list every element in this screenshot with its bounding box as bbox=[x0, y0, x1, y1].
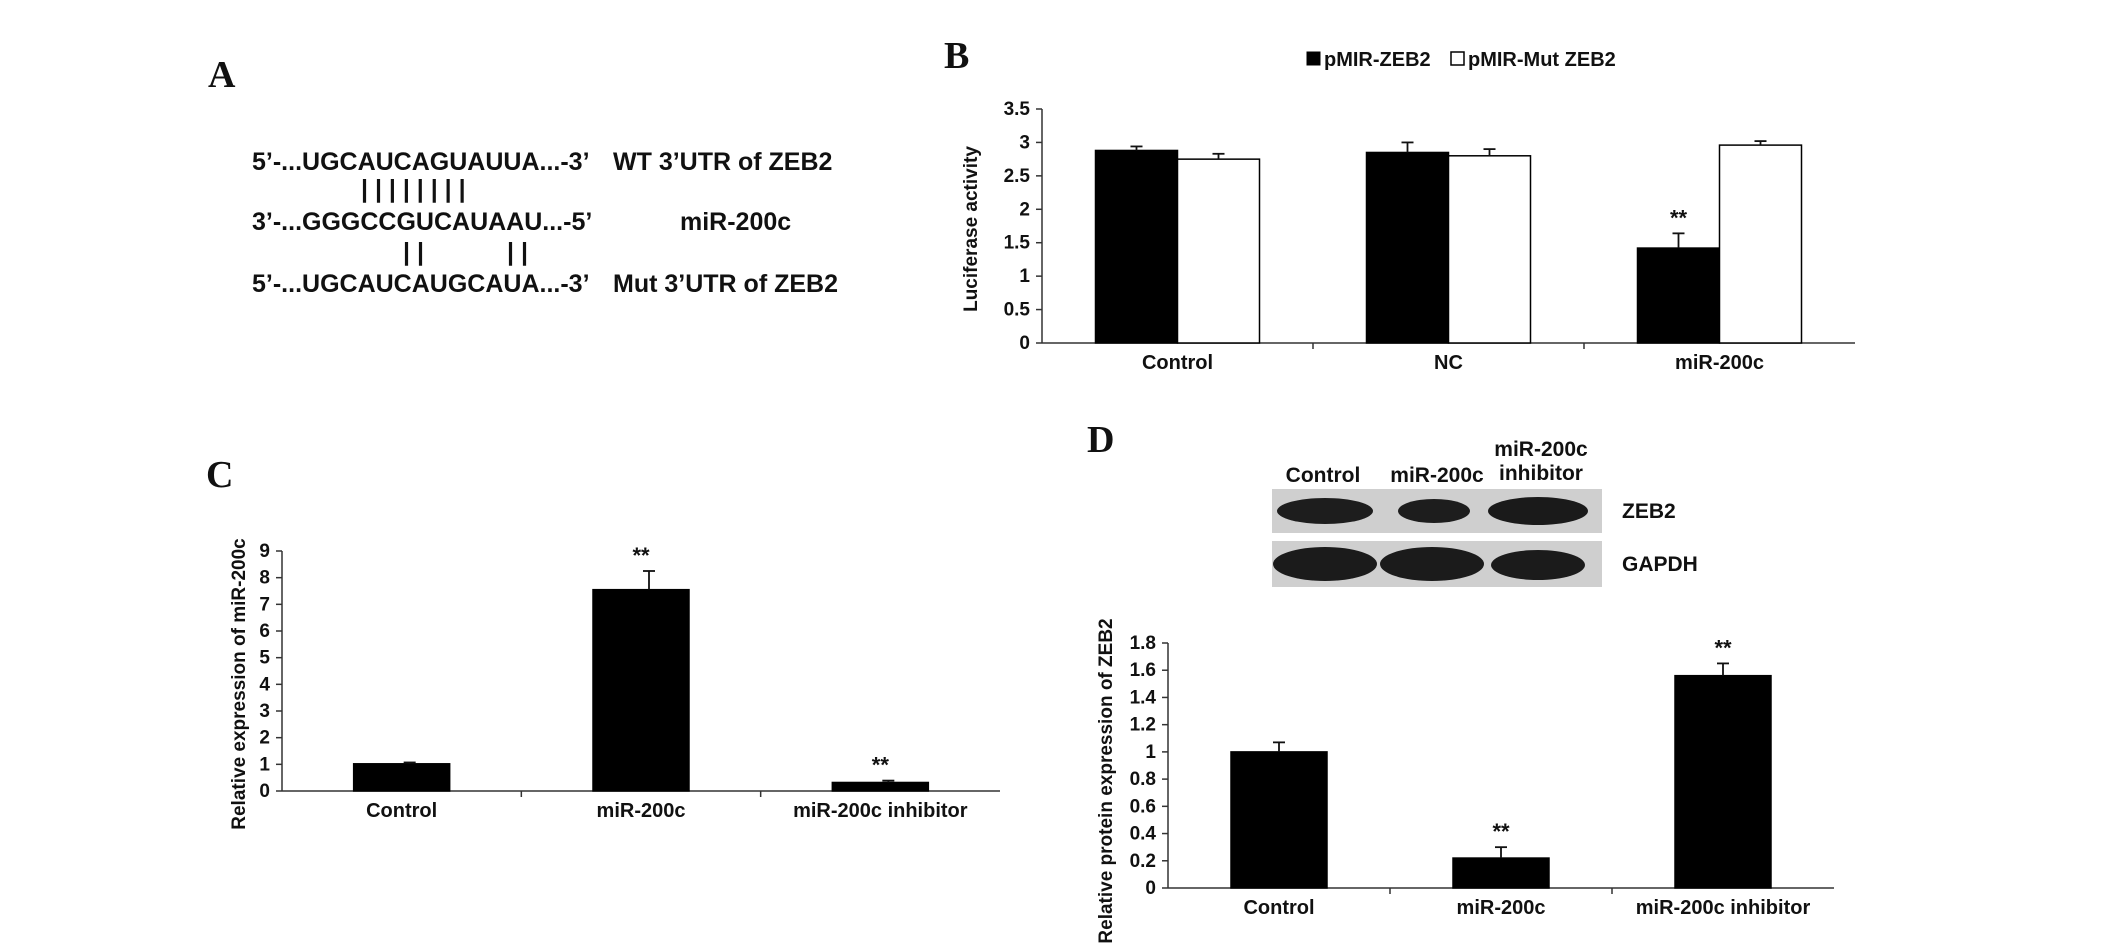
panel-b: B pMIR-ZEB2 pMIR-Mut ZEB2 Luciferase act… bbox=[944, 35, 1855, 374]
pairing-lines-bottom-right: | | bbox=[507, 238, 528, 266]
wt-label: WT 3’UTR of ZEB2 bbox=[613, 148, 832, 176]
legend-label-pmir-mut-zeb2: pMIR-Mut ZEB2 bbox=[1468, 49, 1616, 71]
panel-d-y-tick-label: 0.4 bbox=[1130, 824, 1157, 845]
panel-b-significance-label: ** bbox=[1670, 205, 1688, 230]
panel-c-x-tick-label-mir-200c: miR-200c bbox=[597, 800, 686, 822]
panel-c-letter: C bbox=[206, 454, 233, 496]
panel-c-y-tick-label: 8 bbox=[259, 568, 270, 589]
panel-c-y-axis-title: Relative expression of miR-200c bbox=[229, 538, 250, 830]
panel-c-y-tick-label: 9 bbox=[259, 541, 270, 562]
panel-d-y-axis-title: Relative protein expression of ZEB2 bbox=[1096, 618, 1117, 943]
wt-sequence: 5’-...UGCAUCAGUAUUA...-3’ bbox=[252, 148, 590, 176]
panel-c-y-tick-label: 3 bbox=[259, 701, 270, 722]
blot-band-zeb2-control bbox=[1277, 498, 1373, 524]
panel-c-y-tick-label: 5 bbox=[259, 648, 270, 669]
panel-b-y-tick-label: 2 bbox=[1019, 199, 1030, 220]
panel-b-x-tick-label-control: Control bbox=[1142, 352, 1213, 374]
legend-label-pmir-zeb2: pMIR-ZEB2 bbox=[1324, 49, 1431, 71]
blot-band-gapdh-mir-200c bbox=[1380, 547, 1484, 581]
panel-c-y-tick-label: 6 bbox=[259, 621, 270, 642]
mut-sequence: 5’-...UGCAUCAUGCAUA...-3’ bbox=[252, 270, 590, 298]
panel-c-bar-series-mir-200c-inhibitor bbox=[831, 781, 930, 792]
panel-b-y-axis-title: Luciferase activity bbox=[961, 146, 982, 312]
panel-d-x-tick-label-mir-200c-inhibitor: miR-200c inhibitor bbox=[1636, 897, 1811, 919]
panel-c-y-tick-label: 1 bbox=[259, 754, 270, 775]
legend-swatch-pmir-mut-zeb2 bbox=[1450, 51, 1465, 66]
blot-row-zeb2: ZEB2 bbox=[1622, 500, 1676, 523]
panel-b-bar-pmir-mut-zeb2-control bbox=[1176, 158, 1261, 344]
legend-swatch-pmir-zeb2 bbox=[1306, 51, 1321, 66]
panel-b-x-tick-label-nc: NC bbox=[1434, 352, 1463, 374]
panel-b-y-tick-label: 1.5 bbox=[1004, 233, 1031, 254]
pairing-lines-bottom-left: | | bbox=[403, 238, 424, 266]
panel-c-y-tick-label: 0 bbox=[259, 781, 270, 802]
blot-band-gapdh-inhibitor bbox=[1491, 550, 1585, 580]
panel-d-bar-series-mir-200c-inhibitor bbox=[1674, 674, 1772, 889]
panel-b-bar-pmir-zeb2-nc bbox=[1365, 151, 1450, 344]
panel-d-bar-series-mir-200c bbox=[1452, 857, 1550, 889]
panel-a-letter: A bbox=[208, 54, 236, 96]
panel-c-bar-series-control bbox=[352, 763, 451, 792]
blot-column-mir-200c: miR-200c bbox=[1390, 464, 1484, 487]
blot-column-inhibitor-line1: miR-200c bbox=[1494, 438, 1588, 461]
panel-c-x-tick-label-control: Control bbox=[366, 800, 437, 822]
panel-d-y-tick-label: 1.2 bbox=[1130, 715, 1156, 736]
panel-c-x-tick-label-mir-200c-inhibitor: miR-200c inhibitor bbox=[793, 800, 968, 822]
panel-b-y-tick-label: 1 bbox=[1019, 266, 1030, 287]
panel-b-bar-pmir-mut-zeb2-nc bbox=[1447, 155, 1532, 344]
blot-row-gapdh: GAPDH bbox=[1622, 553, 1698, 576]
blot-band-gapdh-control bbox=[1273, 547, 1377, 581]
panel-d-y-tick-label: 0.6 bbox=[1130, 796, 1156, 817]
panel-b-y-tick-label: 0 bbox=[1019, 333, 1030, 354]
panel-a: A 5’-...UGCAUCAGUAUUA...-3’ WT 3’UTR of … bbox=[208, 54, 838, 298]
panel-d-x-tick-label-mir-200c: miR-200c bbox=[1457, 897, 1546, 919]
mut-label: Mut 3’UTR of ZEB2 bbox=[613, 270, 838, 298]
pairing-lines-top: | | | | | | | | bbox=[361, 175, 466, 203]
panel-b-y-tick-label: 3 bbox=[1019, 132, 1030, 153]
panel-d-y-tick-label: 1.4 bbox=[1130, 687, 1157, 708]
blot-column-inhibitor-line2: inhibitor bbox=[1499, 462, 1583, 485]
panel-d: D Control miR-200c miR-200c inhibitor ZE… bbox=[1087, 419, 1834, 944]
western-blot: Control miR-200c miR-200c inhibitor ZEB2… bbox=[1272, 438, 1698, 587]
panel-d-plot: 0 0.2 0.4 0.6 0.8 1 1.2 1.4 1.6 1.8 Control miR-200… bbox=[1130, 633, 1834, 919]
mir-sequence: 3’-...GGGCCGUCAUAAU...-5’ bbox=[252, 208, 592, 236]
panel-c-plot: 0 1 2 3 4 5 6 7 8 9 Control miR-200c miR-200c inhibi… bbox=[259, 541, 1000, 822]
panel-b-legend: pMIR-ZEB2 pMIR-Mut ZEB2 bbox=[1306, 49, 1616, 71]
panel-c-y-tick-label: 7 bbox=[259, 594, 270, 615]
panel-b-y-tick-label: 2.5 bbox=[1004, 166, 1031, 187]
panel-c-y-tick-label: 2 bbox=[259, 728, 270, 749]
panel-b-bar-pmir-zeb2-control bbox=[1094, 149, 1179, 344]
panel-d-y-tick-label: 0.8 bbox=[1130, 769, 1156, 790]
panel-c-significance-label: ** bbox=[632, 543, 650, 568]
panel-b-bar-pmir-mut-zeb2-mir-200c bbox=[1718, 144, 1803, 344]
panel-d-x-tick-label-control: Control bbox=[1243, 897, 1314, 919]
panel-c-bar-series-mir-200c bbox=[592, 588, 690, 792]
panel-b-letter: B bbox=[944, 35, 969, 77]
panel-d-y-tick-label: 1.6 bbox=[1130, 660, 1156, 681]
blot-band-zeb2-inhibitor bbox=[1488, 497, 1588, 525]
panel-d-y-tick-label: 0.2 bbox=[1130, 851, 1156, 872]
panel-d-bar-series-control bbox=[1230, 751, 1328, 889]
panel-d-y-tick-label: 0 bbox=[1145, 878, 1156, 899]
panel-b-plot: 0 0.5 1 1.5 2 2.5 3 3.5 Control NC miR-200c ** bbox=[1004, 99, 1855, 374]
blot-band-zeb2-mir-200c bbox=[1398, 499, 1470, 523]
panel-d-y-tick-label: 1.8 bbox=[1130, 633, 1156, 654]
blot-column-control: Control bbox=[1286, 464, 1361, 487]
panel-b-y-tick-label: 3.5 bbox=[1004, 99, 1031, 120]
panel-d-significance-label: ** bbox=[1714, 635, 1732, 660]
panel-c-y-tick-label: 4 bbox=[259, 674, 270, 695]
panel-d-significance-label: ** bbox=[1492, 819, 1510, 844]
mir-label: miR-200c bbox=[680, 208, 791, 236]
panel-b-x-tick-label-mir-200c: miR-200c bbox=[1675, 352, 1764, 374]
panel-c-significance-label: ** bbox=[872, 753, 890, 778]
panel-d-y-tick-label: 1 bbox=[1145, 742, 1156, 763]
panel-d-letter: D bbox=[1087, 419, 1114, 461]
panel-c: C Relative expression of miR-200c 0 1 2 3 4 5… bbox=[206, 454, 1000, 830]
panel-b-y-tick-label: 0.5 bbox=[1004, 300, 1031, 321]
panel-b-bar-pmir-zeb2-mir-200c bbox=[1636, 247, 1721, 344]
